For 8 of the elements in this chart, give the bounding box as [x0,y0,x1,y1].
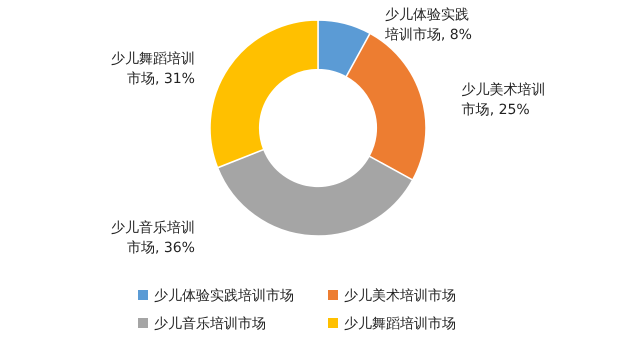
legend-label: 少儿音乐培训市场 [154,316,266,332]
legend-label: 少儿体验实践培训市场 [154,288,294,304]
data-label: 少儿体验实践培训市场, 8% [384,6,473,46]
data-label: 少儿舞蹈培训市场, 31% [110,50,195,90]
data-label: 少儿美术培训市场, 25% [462,80,547,120]
data-label: 少儿音乐培训市场, 36% [110,218,195,258]
legend-label: 少儿舞蹈培训市场 [344,316,456,332]
legend-label: 少儿美术培训市场 [344,288,456,304]
